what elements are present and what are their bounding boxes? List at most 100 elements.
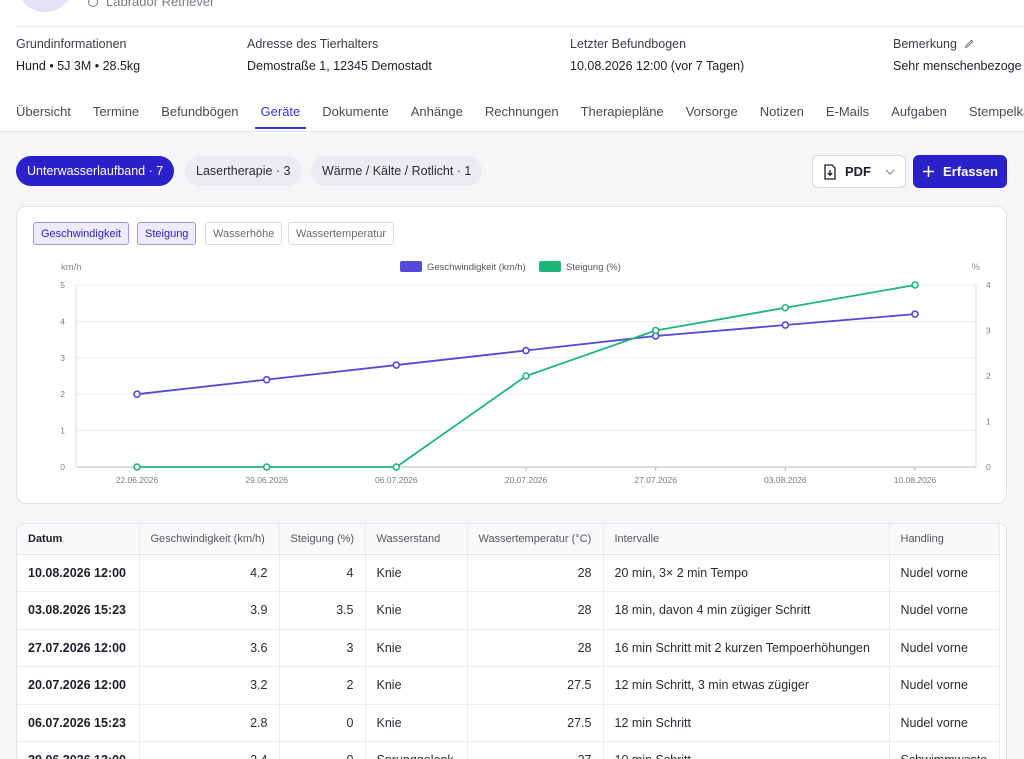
pdf-button[interactable]: PDF — [812, 155, 906, 188]
table-cell: 2.8 — [139, 704, 280, 742]
tab-stempelka[interactable]: Stempelka — [968, 104, 1024, 119]
table-cell: 28 — [467, 591, 604, 630]
y-left-axis-label: km/h — [61, 262, 82, 273]
y-right-tick-label: 4 — [986, 280, 991, 290]
y-right-tick-label: 2 — [986, 371, 991, 381]
tab-rechnungen[interactable]: Rechnungen — [484, 104, 559, 119]
x-tick-label: 22.06.2026 — [116, 475, 159, 485]
table-cell: Knie — [365, 666, 468, 705]
column-header[interactable]: Intervalle — [603, 524, 890, 555]
column-header[interactable]: Datum — [17, 524, 140, 555]
info-value: Hund • 5J 3M • 28.5kg — [16, 59, 141, 73]
tab-termine[interactable]: Termine — [92, 104, 140, 119]
device-pill-unterwasserlaufband[interactable]: Unterwasserlaufband · 7 — [16, 156, 175, 186]
tab-bar: Übersicht Termine Befundbögen Geräte Dokumen… — [16, 104, 1024, 129]
table-cell: 2 — [279, 666, 366, 705]
table-cell: 16 min Schritt mit 2 kurzen Tempoerhöhun… — [603, 629, 890, 667]
tab-anhänge[interactable]: Anhänge — [410, 104, 463, 119]
tab-dokumente[interactable]: Dokumente — [322, 104, 389, 119]
column-header[interactable]: Wasserstand — [365, 524, 468, 555]
pencil-icon[interactable] — [964, 39, 974, 49]
table-row[interactable]: 20.07.2026 12:00 3.2 2 Knie 27.5 12 min Schri… — [17, 666, 1000, 705]
y-left-tick-label: 3 — [60, 353, 65, 363]
table-row[interactable]: 27.07.2026 12:00 3.6 3 Knie 28 16 min Schritt… — [17, 629, 1000, 667]
info-grund: Grundinformationen Hund • 5J 3M • 28.5kg — [16, 37, 140, 73]
table-cell: Knie — [365, 554, 468, 592]
x-tick-label: 06.07.2026 — [375, 475, 418, 485]
table-row[interactable]: 29.06.2026 12:002.40Sprunggelenk2710 min… — [17, 741, 1000, 759]
info-label: Adresse des Tierhalters — [247, 37, 379, 51]
table-cell: 3.5 — [279, 591, 366, 630]
tab-therapiepläne[interactable]: Therapiepläne — [580, 104, 664, 119]
table-row[interactable]: 06.07.2026 15:23 2.8 0 Knie 27.5 12 min Schri… — [17, 704, 1000, 742]
column-header[interactable]: Steigung (%) — [279, 524, 366, 555]
table-cell: 27.07.2026 12:00 — [17, 629, 140, 667]
info-adresse: Adresse des Tierhalters Demostraße 1, 12… — [247, 37, 432, 73]
table-cell: Knie — [365, 591, 468, 630]
breed-text: Labrador Retriever — [106, 0, 215, 9]
table-row[interactable]: 10.08.2026 12:00 4.2 4 Knie 28 20 min, 3× 2 m… — [17, 554, 1000, 592]
table-cell: 27.5 — [467, 704, 604, 742]
y-right-axis-label: % — [972, 262, 981, 273]
metric-button-wassertemperatur[interactable]: Wassertemperatur — [288, 222, 395, 245]
column-header[interactable]: Handling — [889, 524, 1000, 555]
legend-swatch — [539, 261, 561, 272]
table-cell: 3.6 — [139, 629, 280, 667]
y-left-tick-label: 5 — [60, 280, 65, 290]
table-cell: 18 min, davon 4 min zügiger Schritt — [603, 591, 890, 630]
metric-button-steigung[interactable]: Steigung — [137, 222, 197, 245]
metric-button-geschwindigkeit[interactable]: Geschwindigkeit — [33, 222, 130, 245]
table-cell: 20 min, 3× 2 min Tempo — [603, 554, 890, 592]
tab-e-mails[interactable]: E-Mails — [825, 104, 870, 119]
data-point — [651, 326, 660, 335]
column-header[interactable]: Wassertemperatur (°C) — [467, 524, 604, 555]
x-tick-label: 29.06.2026 — [245, 475, 288, 485]
data-point — [262, 463, 271, 471]
data-point — [781, 303, 790, 312]
info-label: Bemerkung — [893, 37, 957, 51]
info-bemerkung: Bemerkung Sehr menschenbezoge — [893, 37, 1022, 73]
info-value: 10.08.2026 12:00 (vor 7 Tagen) — [570, 59, 745, 73]
plus-icon — [923, 166, 935, 177]
table-cell: 12 min Schritt — [603, 704, 890, 742]
data-point — [781, 321, 790, 329]
table-cell: Knie — [365, 704, 468, 742]
x-tick-label: 27.07.2026 — [634, 475, 677, 485]
table-cell: 10 min Schritt — [603, 741, 890, 759]
table-cell: 20.07.2026 12:00 — [17, 666, 140, 705]
tab-übersicht[interactable]: Übersicht — [16, 104, 71, 119]
table-cell: Sprunggelenk — [365, 741, 468, 759]
data-point — [262, 375, 271, 384]
table-cell: Nudel vorne — [889, 591, 1000, 630]
metric-button-wasserhoehe[interactable]: Wasserhöhe — [205, 222, 283, 245]
table-cell: Schwimmweste — [889, 741, 1000, 759]
add-button[interactable]: Erfassen — [913, 155, 1007, 188]
device-pill-lasertherapie[interactable]: Lasertherapie · 3 — [185, 156, 302, 186]
table-cell: Nudel vorne — [889, 554, 1000, 592]
tab-aufgaben[interactable]: Aufgaben — [891, 104, 947, 119]
table-cell: Knie — [365, 629, 468, 667]
table-cell: 28 — [467, 629, 604, 667]
table-row[interactable]: 03.08.2026 15:23 3.9 3.5 Knie 28 18 min, davo… — [17, 591, 1000, 630]
chevron-down-icon — [885, 169, 895, 175]
info-label: Letzter Befundbogen — [570, 37, 687, 51]
y-left-tick-label: 4 — [60, 316, 65, 326]
tab-geräte[interactable]: Geräte — [254, 104, 306, 129]
breed-icon — [88, 0, 98, 7]
table-cell: 3.9 — [139, 591, 280, 630]
info-befund: Letzter Befundbogen 10.08.2026 12:00 (vo… — [570, 37, 744, 73]
tab-notizen[interactable]: Notizen — [759, 104, 804, 119]
info-label: Grundinformationen — [16, 37, 127, 51]
y-right-tick-label: 0 — [986, 462, 991, 472]
table-cell: 0 — [279, 704, 366, 742]
device-pill-waerme[interactable]: Wärme / Kälte / Rotlicht · 1 — [311, 156, 483, 186]
breed-line: Labrador Retriever — [88, 0, 214, 9]
legend-swatch — [400, 261, 422, 272]
data-point — [392, 361, 401, 369]
column-header[interactable]: Geschwindigkeit (km/h) — [139, 524, 280, 555]
tab-vorsorge[interactable]: Vorsorge — [685, 104, 738, 119]
tab-befundbögen[interactable]: Befundbögen — [161, 104, 239, 119]
info-value: Sehr menschenbezoge — [893, 59, 1022, 73]
table-cell: 27.5 — [467, 666, 604, 705]
table-cell: 3.2 — [139, 666, 280, 705]
